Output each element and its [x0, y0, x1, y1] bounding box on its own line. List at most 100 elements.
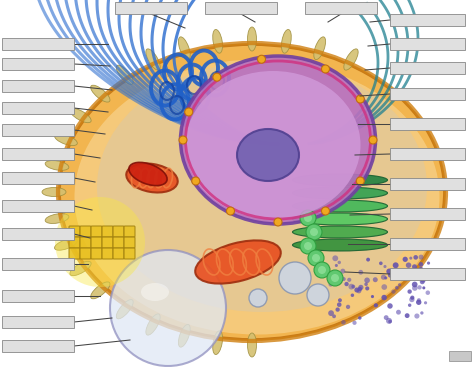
Circle shape: [369, 136, 377, 144]
Circle shape: [110, 250, 226, 366]
Circle shape: [419, 255, 424, 259]
Circle shape: [358, 270, 363, 275]
Circle shape: [55, 197, 145, 287]
Circle shape: [191, 177, 200, 185]
Circle shape: [345, 282, 349, 286]
FancyBboxPatch shape: [91, 237, 102, 248]
Circle shape: [382, 284, 387, 290]
FancyBboxPatch shape: [390, 268, 465, 280]
Circle shape: [388, 273, 393, 278]
FancyBboxPatch shape: [2, 200, 74, 212]
Circle shape: [406, 262, 411, 268]
FancyBboxPatch shape: [390, 38, 465, 50]
Circle shape: [321, 65, 329, 73]
FancyBboxPatch shape: [2, 290, 74, 302]
FancyBboxPatch shape: [2, 58, 74, 70]
Circle shape: [334, 277, 340, 283]
Circle shape: [409, 257, 412, 259]
FancyBboxPatch shape: [390, 118, 465, 130]
Circle shape: [386, 318, 392, 324]
Circle shape: [340, 269, 345, 274]
FancyBboxPatch shape: [2, 124, 74, 136]
Circle shape: [341, 320, 346, 324]
Circle shape: [414, 313, 419, 319]
Circle shape: [300, 238, 316, 254]
Circle shape: [398, 283, 401, 287]
FancyBboxPatch shape: [102, 237, 113, 248]
Circle shape: [384, 276, 387, 280]
FancyBboxPatch shape: [2, 316, 74, 328]
FancyBboxPatch shape: [113, 248, 124, 259]
FancyBboxPatch shape: [2, 102, 74, 114]
Circle shape: [306, 224, 322, 240]
FancyBboxPatch shape: [102, 248, 113, 259]
Ellipse shape: [42, 188, 66, 196]
Ellipse shape: [292, 187, 388, 199]
FancyBboxPatch shape: [124, 237, 135, 248]
Circle shape: [351, 285, 355, 288]
Circle shape: [346, 305, 350, 309]
Circle shape: [336, 308, 340, 312]
Ellipse shape: [116, 299, 133, 319]
Circle shape: [348, 284, 354, 290]
Ellipse shape: [45, 160, 69, 170]
Circle shape: [404, 275, 409, 279]
Circle shape: [337, 302, 341, 307]
Ellipse shape: [55, 134, 77, 146]
Ellipse shape: [247, 27, 256, 51]
Ellipse shape: [146, 49, 160, 70]
Circle shape: [383, 265, 386, 268]
FancyBboxPatch shape: [390, 238, 465, 250]
Ellipse shape: [292, 200, 388, 212]
Ellipse shape: [70, 108, 91, 123]
Ellipse shape: [292, 226, 388, 238]
Circle shape: [386, 269, 392, 275]
Circle shape: [338, 298, 342, 302]
Circle shape: [328, 282, 333, 287]
Ellipse shape: [91, 282, 110, 299]
Circle shape: [358, 316, 362, 320]
Ellipse shape: [344, 49, 358, 70]
Ellipse shape: [129, 162, 167, 186]
FancyBboxPatch shape: [2, 172, 74, 184]
FancyBboxPatch shape: [91, 248, 102, 259]
Circle shape: [179, 136, 187, 144]
Circle shape: [321, 207, 329, 215]
Circle shape: [312, 254, 320, 262]
Ellipse shape: [116, 65, 133, 84]
Circle shape: [365, 286, 369, 290]
Circle shape: [356, 95, 365, 103]
Ellipse shape: [292, 213, 388, 225]
Ellipse shape: [178, 37, 190, 59]
FancyBboxPatch shape: [113, 237, 124, 248]
Circle shape: [384, 315, 389, 320]
Circle shape: [408, 289, 412, 294]
Circle shape: [357, 287, 362, 291]
Circle shape: [392, 290, 396, 294]
Circle shape: [392, 262, 399, 268]
Circle shape: [304, 214, 312, 222]
Circle shape: [352, 321, 356, 325]
Circle shape: [395, 286, 399, 290]
Ellipse shape: [237, 129, 299, 181]
FancyBboxPatch shape: [390, 208, 465, 220]
Circle shape: [418, 285, 422, 290]
FancyBboxPatch shape: [2, 228, 74, 240]
FancyBboxPatch shape: [115, 2, 187, 14]
FancyBboxPatch shape: [124, 248, 135, 259]
Circle shape: [419, 262, 423, 266]
Circle shape: [424, 301, 427, 304]
Ellipse shape: [141, 283, 169, 301]
Circle shape: [382, 295, 387, 300]
Ellipse shape: [97, 62, 427, 312]
Circle shape: [409, 297, 415, 302]
Circle shape: [337, 261, 341, 264]
FancyBboxPatch shape: [2, 148, 74, 160]
FancyBboxPatch shape: [102, 226, 113, 237]
Circle shape: [355, 287, 359, 292]
Ellipse shape: [74, 59, 439, 334]
Circle shape: [405, 313, 410, 318]
Circle shape: [365, 277, 370, 283]
Circle shape: [332, 315, 336, 318]
Ellipse shape: [282, 29, 292, 53]
